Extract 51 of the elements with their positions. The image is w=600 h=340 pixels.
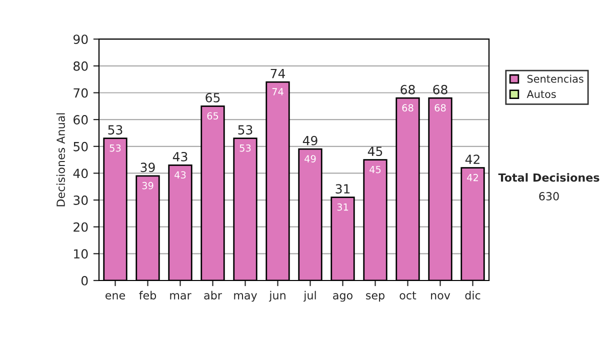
data-label: 42 bbox=[467, 174, 478, 182]
data-label: 31 bbox=[337, 203, 348, 211]
y-tick-label: 90 bbox=[73, 34, 88, 44]
data-label: 68 bbox=[434, 104, 446, 112]
legend-label: Autos bbox=[526, 90, 556, 98]
data-label: 43 bbox=[174, 171, 186, 179]
x-tick-label: sep bbox=[366, 293, 384, 302]
y-tick-label: 70 bbox=[74, 88, 88, 98]
data-label: 74 bbox=[272, 88, 284, 96]
text: Total Decisiones bbox=[498, 173, 600, 182]
x-tick-label: jun bbox=[268, 290, 286, 302]
y-tick-label: 20 bbox=[74, 222, 88, 232]
y-axis-title: Decisiones Anual bbox=[56, 113, 65, 206]
data-label: 53 bbox=[240, 144, 251, 152]
y-tick-label: 0 bbox=[81, 276, 88, 286]
legend-label: Sentencias bbox=[527, 74, 584, 83]
total-label: 43 bbox=[172, 152, 188, 162]
x-tick-label: abr bbox=[204, 290, 222, 300]
y-tick-label: 10 bbox=[74, 249, 88, 259]
data-label: 45 bbox=[370, 166, 381, 174]
total-label: 68 bbox=[400, 84, 415, 94]
x-tick-label: ago bbox=[333, 293, 352, 302]
total-label: 39 bbox=[140, 162, 155, 172]
total-label: 42 bbox=[465, 154, 480, 164]
x-tick-label: may bbox=[234, 293, 258, 302]
y-tick-label: 80 bbox=[74, 61, 88, 71]
total-label: 74 bbox=[270, 68, 285, 78]
total-label: 53 bbox=[108, 125, 122, 135]
x-tick-label: jul bbox=[303, 290, 316, 302]
y-tick-label: 50 bbox=[74, 142, 88, 152]
x-tick-label: mar bbox=[170, 293, 192, 300]
data-label: 49 bbox=[304, 155, 316, 162]
total-label: 31 bbox=[336, 184, 350, 194]
total-label: 68 bbox=[433, 84, 448, 94]
total-label: 53 bbox=[238, 125, 252, 135]
x-tick-label: ene bbox=[106, 293, 126, 300]
x-tick-label: nov bbox=[431, 293, 450, 300]
data-label: 53 bbox=[110, 144, 121, 152]
total-label: 65 bbox=[206, 92, 220, 102]
data-label: 68 bbox=[402, 104, 414, 112]
total-label: 49 bbox=[302, 136, 318, 146]
data-label: 65 bbox=[207, 112, 218, 120]
y-tick-label: 30 bbox=[74, 196, 88, 205]
text: 630 bbox=[539, 192, 559, 200]
x-tick-label: feb bbox=[139, 290, 156, 300]
x-tick-label: oct bbox=[400, 292, 416, 300]
y-tick-label: 40 bbox=[73, 168, 88, 178]
data-label: 39 bbox=[142, 182, 154, 190]
x-tick-label: dic bbox=[465, 290, 480, 300]
y-tick-label: 60 bbox=[74, 115, 88, 124]
total-label: 45 bbox=[368, 146, 382, 156]
